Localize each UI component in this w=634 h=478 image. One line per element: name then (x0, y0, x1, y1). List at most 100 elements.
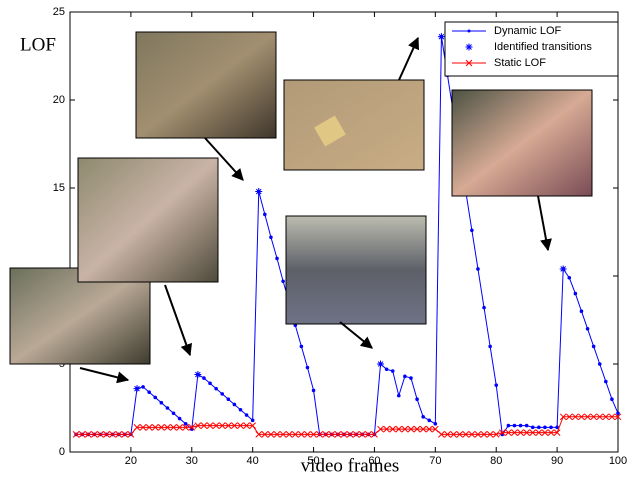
x-tick-label: 80 (490, 455, 502, 467)
point (401, 425, 409, 433)
y-tick-label: 15 (53, 182, 65, 194)
point (165, 406, 170, 410)
point (433, 422, 438, 426)
legend-label: Static LOF (494, 57, 546, 69)
point (409, 376, 413, 380)
arrow (204, 137, 244, 181)
point (183, 422, 188, 426)
point (78, 431, 86, 438)
point (157, 424, 165, 431)
point (250, 418, 255, 423)
point (506, 423, 511, 428)
legend-label: Dynamic LOF (494, 25, 562, 37)
point (494, 383, 499, 387)
point (614, 413, 622, 421)
point (529, 429, 537, 436)
y-axis-label: LOF (20, 34, 56, 55)
point (450, 431, 457, 438)
point (231, 422, 238, 429)
point (194, 422, 202, 429)
point (365, 431, 372, 438)
video-frame (9, 267, 151, 365)
point (243, 422, 250, 429)
arrow (164, 284, 193, 357)
point (171, 411, 176, 416)
point (488, 344, 492, 349)
point (419, 425, 427, 433)
point (311, 388, 316, 393)
point (403, 374, 407, 379)
point (269, 235, 273, 240)
point (572, 413, 579, 421)
point (421, 415, 425, 419)
point (524, 423, 529, 428)
video-frame (285, 215, 427, 325)
y-tick-label: 0 (59, 446, 65, 458)
point (476, 267, 480, 271)
point (109, 431, 116, 438)
point (553, 429, 561, 436)
point (273, 431, 281, 438)
point (415, 397, 419, 402)
point (305, 365, 310, 370)
point (486, 431, 494, 438)
point (492, 431, 500, 438)
video-frame (135, 31, 277, 139)
point (444, 431, 451, 438)
point (299, 344, 304, 349)
point (346, 431, 354, 438)
point (334, 431, 342, 438)
point (505, 429, 512, 436)
point (358, 431, 366, 438)
point (537, 425, 541, 430)
point (567, 275, 572, 280)
point (565, 413, 573, 421)
x-tick-label: 40 (247, 455, 259, 467)
point (578, 413, 585, 421)
point (298, 431, 305, 438)
point (590, 413, 597, 421)
point (139, 424, 147, 431)
point (291, 431, 299, 438)
point (573, 291, 578, 296)
point (397, 393, 401, 398)
point (200, 422, 208, 429)
series-line (76, 416, 618, 435)
point (389, 425, 397, 433)
point (164, 424, 171, 431)
point (279, 431, 287, 438)
point (127, 431, 135, 438)
point (214, 386, 218, 391)
x-axis-label: video frames (301, 455, 400, 476)
point (559, 413, 567, 421)
plot-frame (69, 11, 619, 453)
point (255, 188, 263, 196)
point (480, 431, 488, 438)
point (535, 429, 543, 436)
photos (9, 31, 593, 384)
point (133, 424, 141, 431)
point (212, 422, 220, 429)
point (72, 431, 80, 438)
point (591, 344, 596, 349)
point (437, 33, 445, 41)
point (141, 385, 145, 389)
legend-marker (465, 43, 473, 51)
point (559, 265, 567, 273)
point (91, 431, 98, 438)
x-tick-label: 70 (429, 455, 441, 467)
point (147, 390, 151, 394)
y-tick-label: 25 (53, 6, 65, 18)
point (474, 431, 482, 438)
point (176, 424, 183, 431)
point (597, 362, 602, 366)
paper-square (314, 115, 346, 147)
point (602, 413, 610, 421)
point (608, 413, 616, 421)
point (145, 424, 153, 431)
video-frame (77, 157, 219, 283)
point (549, 425, 553, 430)
point (206, 422, 214, 429)
point (237, 422, 244, 429)
point (263, 212, 267, 217)
